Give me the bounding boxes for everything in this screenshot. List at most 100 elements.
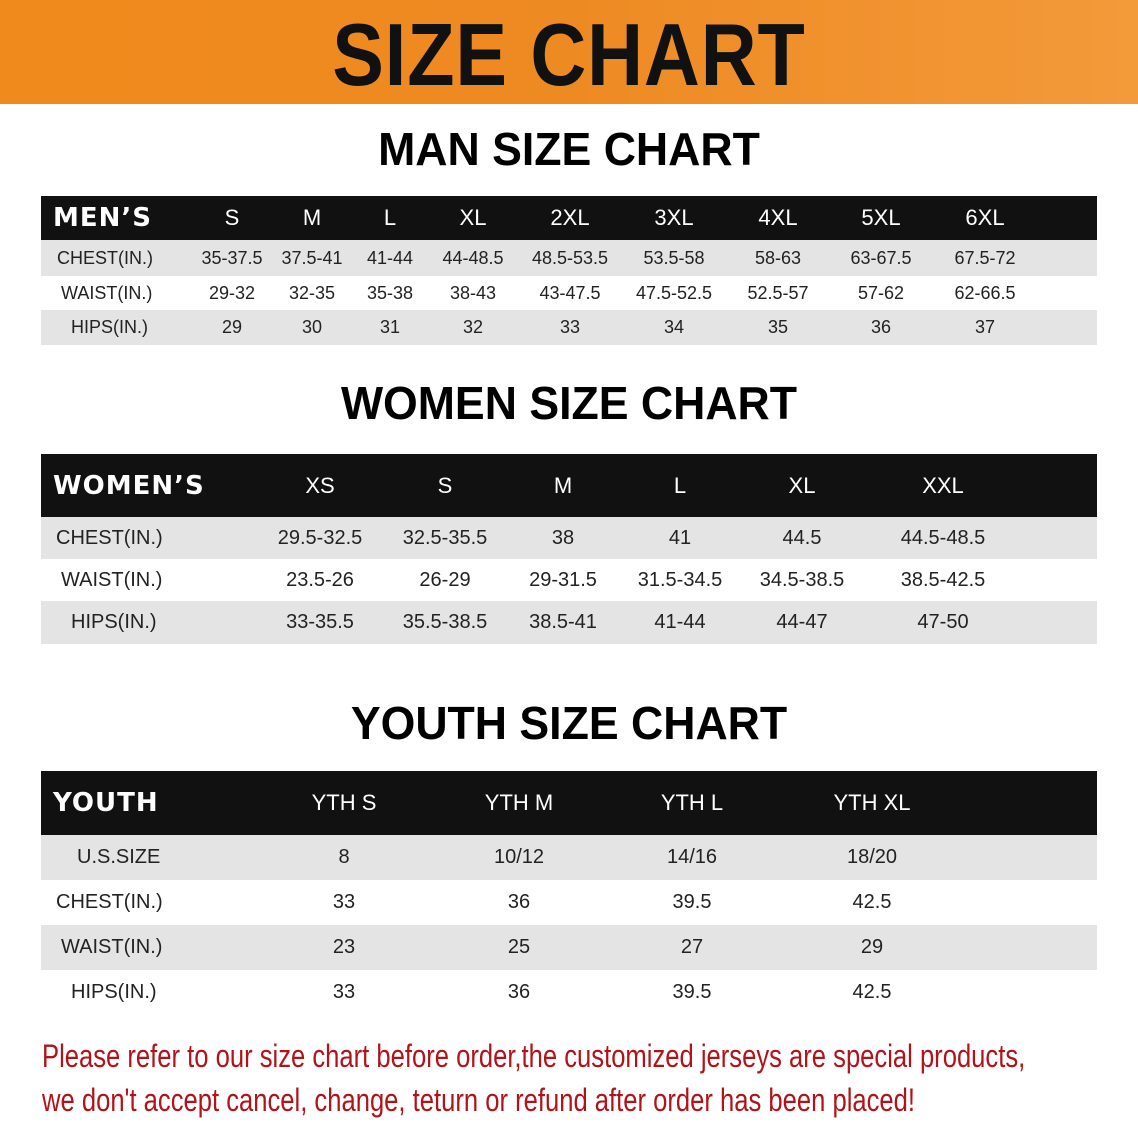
notice-line-2: we don't accept cancel, change, teturn o… bbox=[42, 1082, 915, 1118]
table-cell: 42.5 bbox=[852, 981, 892, 1003]
table-cell: 27 bbox=[680, 936, 704, 958]
banner-title: SIZE CHART bbox=[332, 5, 806, 104]
table-cell: 29.5-32.5 bbox=[277, 526, 363, 549]
table-title-cell: MEN’S bbox=[53, 203, 152, 233]
table-row: U.S.SIZE 8 10/12 14/16 18/20 bbox=[41, 835, 1097, 880]
size-header-cell: YTH XL bbox=[833, 790, 911, 815]
table-cell: 41 bbox=[668, 526, 692, 549]
table-row: CHEST(IN.) 29.5-32.5 32.5-35.5 38 41 44.5 44.5… bbox=[41, 517, 1097, 559]
table-row: WAIST(IN.) 23.5-26 26-29 29-31.5 31.5-34.5 34… bbox=[41, 559, 1097, 601]
banner: SIZE CHART bbox=[0, 0, 1138, 104]
size-header-cell: 6XL bbox=[965, 205, 1005, 230]
header-row: WOMEN’S XS S M L XL XXL bbox=[41, 454, 1097, 517]
size-header-cell: S bbox=[437, 472, 453, 498]
table-cell: 35-37.5 bbox=[201, 247, 263, 268]
table-cell: 47.5-52.5 bbox=[635, 282, 713, 303]
table-cell: 34.5-38.5 bbox=[759, 568, 845, 591]
table-cell: 32-35 bbox=[288, 282, 336, 303]
table-cell: 29 bbox=[221, 317, 243, 337]
table-cell: 35.5-38.5 bbox=[402, 611, 488, 633]
table-cell: 35-38 bbox=[366, 282, 414, 303]
table-cell: 18/20 bbox=[846, 846, 898, 868]
table-cell: 43-47.5 bbox=[539, 282, 601, 303]
size-header-cell: M bbox=[553, 472, 573, 498]
table-cell: 44-47 bbox=[776, 611, 828, 633]
size-header-cell: S bbox=[224, 205, 240, 230]
table-cell: 14/16 bbox=[666, 846, 718, 868]
table-cell: 38 bbox=[551, 526, 575, 549]
table-cell: 23 bbox=[332, 936, 356, 958]
table-cell: 41-44 bbox=[654, 611, 706, 633]
table-row: WAIST(IN.) 29-32 32-35 35-38 38-43 43-47.5 47.… bbox=[41, 276, 1097, 310]
table-cell: 32 bbox=[462, 317, 484, 337]
table-row: CHEST(IN.) 33 36 39.5 42.5 bbox=[41, 880, 1097, 925]
youth-size-table: YOUTH YTH S YTH M YTH L YTH XL U.S.SIZE 8 10/12… bbox=[41, 771, 1097, 1015]
row-label: CHEST(IN.) bbox=[56, 526, 163, 549]
size-header-cell: XL bbox=[459, 205, 487, 230]
table-cell: 8 bbox=[338, 846, 350, 868]
table-cell: 44.5-48.5 bbox=[900, 526, 986, 549]
table-cell: 33 bbox=[332, 891, 356, 913]
table-cell: 58-63 bbox=[754, 247, 802, 268]
table-cell: 53.5-58 bbox=[643, 247, 705, 268]
table-cell: 63-67.5 bbox=[850, 247, 912, 268]
size-header-cell: XXL bbox=[922, 472, 964, 498]
table-cell: 48.5-53.5 bbox=[531, 247, 609, 268]
table-cell: 33 bbox=[559, 317, 581, 337]
size-header-cell: 4XL bbox=[758, 205, 798, 230]
size-header-cell: L bbox=[673, 472, 687, 498]
table-cell: 39.5 bbox=[672, 891, 712, 913]
youth-title: YOUTH SIZE CHART bbox=[350, 697, 788, 749]
table-cell: 38.5-41 bbox=[529, 611, 597, 633]
table-cell: 37.5-41 bbox=[281, 247, 343, 268]
row-label: WAIST(IN.) bbox=[61, 282, 153, 303]
table-cell: 57-62 bbox=[857, 282, 905, 303]
table-title-cell: WOMEN’S bbox=[53, 470, 205, 501]
table-cell: 26-29 bbox=[419, 568, 471, 591]
table-cell: 25 bbox=[507, 936, 531, 958]
table-row: HIPS(IN.) 29 30 31 32 33 34 35 36 37 bbox=[41, 310, 1097, 345]
size-header-cell: L bbox=[383, 205, 397, 230]
table-cell: 29-32 bbox=[208, 282, 256, 303]
notice-line-1: Please refer to our size chart before or… bbox=[42, 1038, 1026, 1074]
table-cell: 30 bbox=[301, 317, 323, 337]
row-label: HIPS(IN.) bbox=[71, 611, 157, 633]
row-label: HIPS(IN.) bbox=[71, 317, 149, 337]
row-label: CHEST(IN.) bbox=[57, 247, 153, 268]
table-cell: 32.5-35.5 bbox=[402, 526, 488, 549]
table-title-cell: YOUTH bbox=[53, 788, 159, 818]
table-cell: 38.5-42.5 bbox=[900, 568, 986, 591]
row-label: CHEST(IN.) bbox=[56, 891, 163, 913]
row-label: WAIST(IN.) bbox=[61, 936, 163, 958]
table-cell: 29-31.5 bbox=[529, 568, 597, 591]
table-row: HIPS(IN.) 33-35.5 35.5-38.5 38.5-41 41-44 44-… bbox=[41, 601, 1097, 644]
row-label: HIPS(IN.) bbox=[71, 981, 157, 1003]
men-title: MAN SIZE CHART bbox=[378, 123, 760, 175]
table-cell: 10/12 bbox=[493, 846, 545, 868]
size-header-cell: YTH M bbox=[484, 790, 554, 815]
table-cell: 35 bbox=[767, 317, 789, 337]
size-header-cell: M bbox=[302, 205, 322, 230]
women-title: WOMEN SIZE CHART bbox=[340, 377, 798, 429]
size-header-cell: XL bbox=[788, 472, 816, 498]
table-cell: 44.5 bbox=[782, 526, 822, 549]
table-row: WAIST(IN.) 23 25 27 29 bbox=[41, 925, 1097, 970]
table-row: CHEST(IN.) 35-37.5 37.5-41 41-44 44-48.5 48.5… bbox=[41, 240, 1097, 276]
table-cell: 67.5-72 bbox=[954, 247, 1016, 268]
table-cell: 36 bbox=[507, 981, 531, 1003]
table-cell: 39.5 bbox=[672, 981, 712, 1003]
table-cell: 52.5-57 bbox=[747, 282, 809, 303]
size-header-cell: YTH L bbox=[660, 790, 724, 815]
size-header-cell: 5XL bbox=[861, 205, 901, 230]
table-cell: 41-44 bbox=[366, 247, 414, 268]
row-label: U.S.SIZE bbox=[77, 846, 161, 868]
size-header-cell: 2XL bbox=[550, 205, 590, 230]
table-cell: 29 bbox=[860, 936, 884, 958]
table-cell: 38-43 bbox=[449, 282, 497, 303]
table-cell: 33-35.5 bbox=[286, 611, 354, 633]
men-size-table: MEN’S S M L XL 2XL 3XL 4XL 5XL 6XL CHEST(IN.) 35-37… bbox=[41, 196, 1097, 345]
table-row: HIPS(IN.) 33 36 39.5 42.5 bbox=[41, 970, 1097, 1015]
table-cell: 34 bbox=[663, 317, 685, 337]
size-header-cell: 3XL bbox=[654, 205, 694, 230]
table-cell: 33 bbox=[332, 981, 356, 1003]
